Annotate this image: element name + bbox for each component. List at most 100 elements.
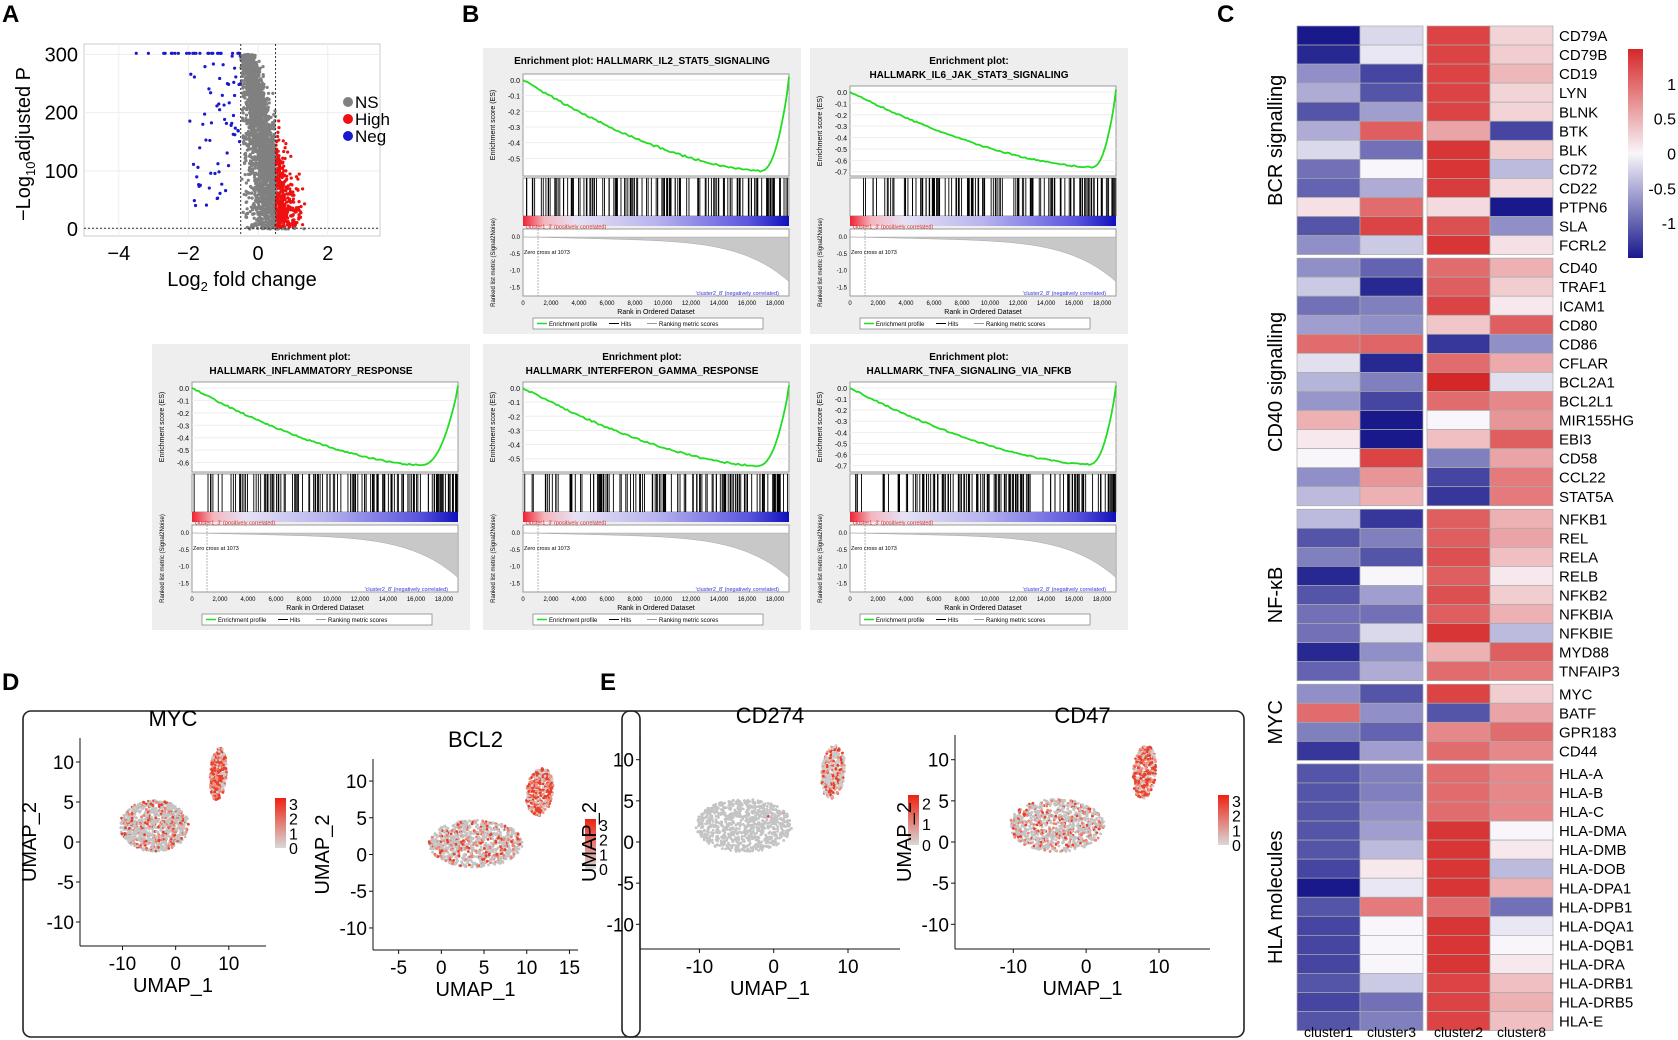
volcano-point-high <box>286 204 290 208</box>
heatmap-cell <box>1489 276 1554 297</box>
volcano-point-ns <box>260 148 265 152</box>
heatmap-cell <box>1296 585 1361 605</box>
x-axis-label: Log2 fold change <box>167 269 317 294</box>
volcano-point-ns <box>254 171 258 175</box>
heatmap-cell <box>1489 44 1554 65</box>
volcano-point-ns <box>242 106 246 110</box>
volcano-point-ns <box>261 74 265 79</box>
volcano-point-ns <box>250 196 254 200</box>
heatmap-cell <box>1359 973 1424 993</box>
volcano-point-ns <box>244 200 248 204</box>
metric-tick-label: -0.5 <box>179 548 190 554</box>
zero-cross-label: Zero cross at 1073 <box>193 546 239 552</box>
umap-point-low <box>154 846 158 850</box>
es-tick-label: -0.1 <box>508 400 520 407</box>
heatmap-cell <box>1489 486 1554 507</box>
zero-cross-label: Zero cross at 1073 <box>524 250 570 256</box>
heatmap-cell <box>1296 44 1361 65</box>
pos-corr-label: 'cluster1_3' (positively correlated) <box>525 521 606 527</box>
gene-label: MIR155HG <box>1559 413 1634 430</box>
umap-point-low <box>153 818 157 822</box>
volcano-point-ns <box>243 156 247 160</box>
heatmap-cell <box>1489 314 1554 335</box>
es-plot-area <box>849 85 1117 177</box>
neg-corr-label: 'cluster2_8' (negatively correlated) <box>1023 587 1107 593</box>
volcano-point-ns <box>273 166 277 170</box>
group-label: MYC <box>1265 700 1287 744</box>
heatmap-cell <box>1359 197 1424 217</box>
volcano-point-neg <box>207 51 211 55</box>
gene-label: FCRL2 <box>1559 238 1607 255</box>
volcano-point-neg <box>192 75 197 79</box>
umap-point-low <box>160 844 164 848</box>
heatmap-cell <box>1359 216 1424 236</box>
umap-point-low <box>150 819 154 823</box>
legend-metric-label: Ranking metric scores <box>986 322 1045 328</box>
heatmap-cell <box>1296 467 1361 488</box>
umap-point-low <box>168 807 171 811</box>
legend-es-label: Enrichment profile <box>218 618 267 624</box>
volcano-point-ns <box>272 175 276 179</box>
rank-tick-label: 4,000 <box>240 597 256 603</box>
heatmap-cell <box>1296 101 1361 122</box>
metric-tick-label: -1.5 <box>179 582 190 588</box>
es-tick-label: 0.0 <box>510 386 520 393</box>
umap-point-high <box>154 840 158 843</box>
volcano-point-ns <box>266 176 270 180</box>
volcano-point-ns <box>266 91 271 95</box>
volcano-point-high <box>300 223 305 227</box>
volcano-point-ns <box>258 219 263 223</box>
x-tick-label: −4 <box>107 243 130 265</box>
heatmap-cell <box>1426 740 1491 761</box>
volcano-point-ns <box>254 103 258 107</box>
es-tick-label: -0.3 <box>177 423 189 430</box>
umap-point-low <box>176 837 180 841</box>
gene-label: HLA-DQB1 <box>1559 937 1634 954</box>
volcano-point-neg <box>231 132 235 136</box>
heatmap-cell <box>1426 25 1491 46</box>
heatmap-cell <box>1489 623 1554 643</box>
volcano-point-ns <box>256 199 260 203</box>
umap-point-high <box>139 845 143 849</box>
es-tick-label: -0.1 <box>835 397 847 404</box>
volcano-point-ns <box>244 215 248 219</box>
umap-point-high <box>139 821 143 825</box>
gene-label: CD79B <box>1559 47 1607 64</box>
rank-tick-label: 4,000 <box>898 597 914 603</box>
volcano-point-ns <box>266 118 270 122</box>
heatmap-cell <box>1359 178 1424 198</box>
heatmap-cell <box>1489 216 1554 236</box>
heatmap-cell <box>1359 25 1424 46</box>
umap-point-high <box>154 801 158 804</box>
volcano-point-high <box>280 166 285 170</box>
pos-corr-label: 'cluster1_3' (positively correlated) <box>852 521 933 527</box>
rank-tick-label: 16,000 <box>738 597 757 603</box>
umap-point-low <box>135 816 139 820</box>
rank-tick-label: 14,000 <box>710 301 729 307</box>
gene-label: CD86 <box>1559 336 1597 353</box>
volcano-point-ns <box>257 111 262 115</box>
heatmap-cell <box>1296 782 1361 803</box>
volcano-point-high <box>289 199 293 204</box>
volcano-point-ns <box>258 215 262 219</box>
volcano-point-ns <box>264 169 268 173</box>
heatmap-cell <box>1426 216 1491 236</box>
heatmap-cell <box>1296 178 1361 198</box>
heatmap-cell <box>1296 333 1361 354</box>
umap-point-high <box>168 825 172 828</box>
umap-point-low <box>134 824 137 828</box>
volcano-point-high <box>289 206 294 210</box>
heatmap-cell <box>1489 429 1554 449</box>
volcano-point-high <box>296 177 300 181</box>
metric-tick-label: -1.0 <box>837 269 848 275</box>
heatmap-cell <box>1296 410 1361 430</box>
legend-metric-label: Ranking metric scores <box>328 618 387 624</box>
rank-tick-label: 8,000 <box>296 597 312 603</box>
volcano-point-ns <box>257 204 261 208</box>
gene-label: BLNK <box>1559 104 1598 121</box>
metric-axis-label: Ranked list metric (Signal2Noise) <box>818 218 824 307</box>
volcano-point-ns <box>264 190 268 194</box>
volcano-point-ns <box>253 69 257 73</box>
volcano-point-ns <box>252 216 256 220</box>
volcano-point-neg <box>191 162 196 166</box>
